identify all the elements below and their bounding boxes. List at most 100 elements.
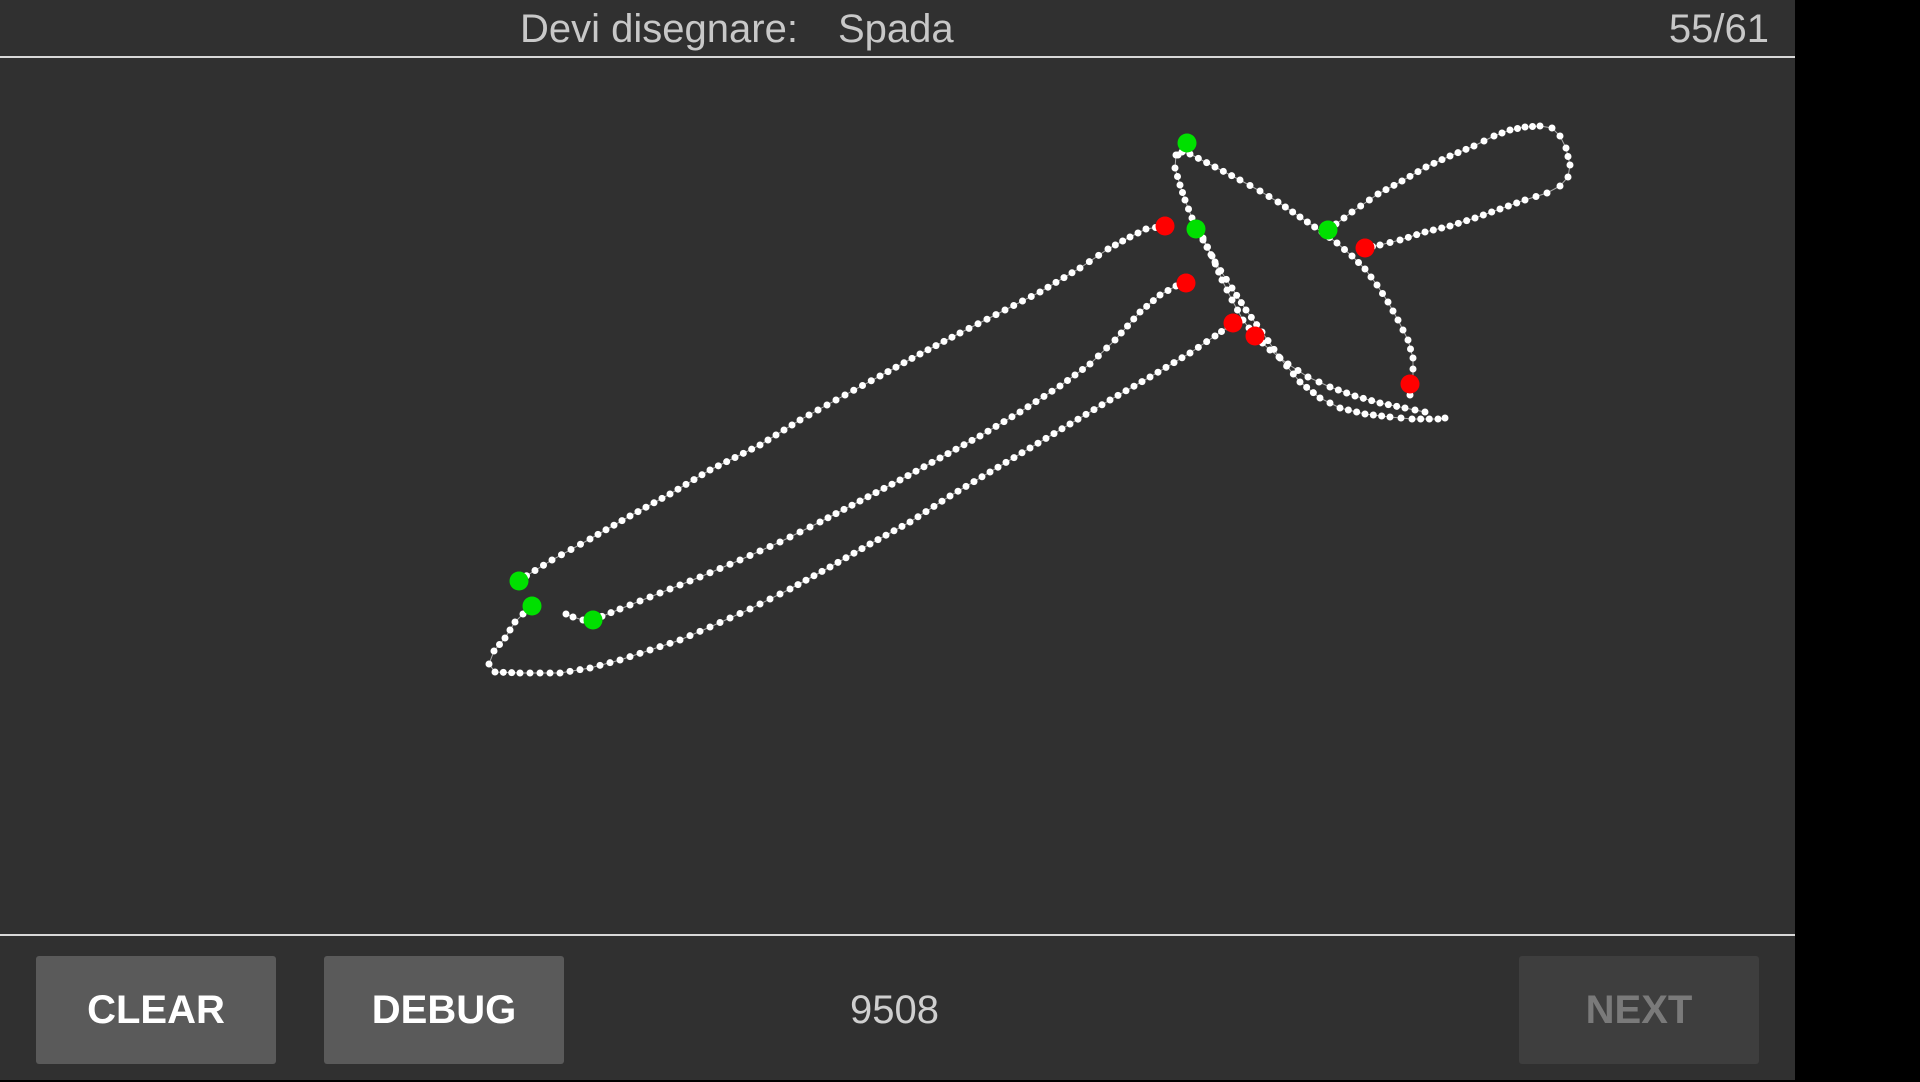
drawing-canvas[interactable]: [0, 58, 1795, 934]
stroke-point: [1052, 278, 1060, 286]
stroke-point: [1536, 122, 1544, 130]
stroke-point: [1188, 214, 1196, 222]
stroke-point: [1117, 329, 1125, 337]
stroke-point: [1294, 367, 1302, 374]
stroke-point: [1296, 213, 1304, 221]
stroke-point: [634, 508, 642, 516]
stroke-point: [496, 641, 503, 648]
stroke-point: [726, 560, 734, 568]
stroke-point: [586, 535, 594, 543]
stroke-point: [646, 593, 654, 601]
stroke-point: [1367, 273, 1375, 281]
stroke-point: [696, 627, 704, 635]
stroke-point: [1138, 378, 1146, 386]
stroke-point: [508, 669, 516, 677]
stroke-point: [1211, 260, 1219, 268]
stroke-point: [1034, 439, 1042, 447]
stroke-point: [968, 436, 976, 444]
stroke-point: [1124, 322, 1131, 330]
stroke-point: [1211, 163, 1219, 171]
stroke-point: [1024, 403, 1032, 411]
stroke-point: [731, 454, 739, 461]
stroke-point: [674, 485, 682, 493]
stroke-point: [992, 422, 1000, 430]
stroke-point: [856, 497, 864, 505]
stroke-point: [756, 441, 764, 449]
stroke-point: [1247, 313, 1255, 321]
stroke-point: [1142, 225, 1150, 233]
stroke-point: [1396, 236, 1404, 244]
stroke-point: [816, 518, 824, 526]
stroke-point: [1333, 239, 1341, 247]
stroke-point: [1056, 382, 1064, 390]
stroke-point: [1181, 196, 1189, 204]
stroke-point: [1379, 290, 1386, 297]
stroke-point: [1130, 382, 1138, 390]
stroke-point: [586, 664, 594, 672]
stroke-point: [1228, 172, 1236, 180]
stroke-point: [1233, 291, 1241, 299]
clear-button[interactable]: CLEAR: [36, 956, 276, 1064]
stroke-point: [1208, 252, 1216, 260]
stroke-point: [880, 484, 888, 492]
stroke-point: [1399, 326, 1407, 334]
stroke-point: [874, 536, 882, 544]
stroke-start-marker: [522, 596, 542, 616]
stroke-point: [912, 467, 920, 475]
stroke-point: [1143, 302, 1151, 310]
stroke-point: [723, 458, 731, 466]
stroke-point: [954, 487, 962, 495]
stroke-path: [485, 323, 1232, 677]
stroke-point: [618, 517, 626, 525]
stroke-point: [1122, 387, 1130, 395]
stroke-point: [531, 567, 539, 574]
stroke-point: [1026, 444, 1034, 452]
stroke-point: [1529, 123, 1536, 130]
stroke-point: [1355, 259, 1362, 266]
stroke-point: [716, 619, 724, 626]
stroke-point: [616, 656, 624, 664]
stroke-point: [818, 567, 826, 575]
stroke-point: [746, 552, 754, 559]
stroke-point: [1386, 239, 1394, 246]
stroke-point: [1076, 264, 1084, 272]
stroke-point: [1296, 378, 1304, 386]
stroke-point: [656, 589, 664, 597]
stroke-point: [726, 614, 734, 622]
stroke-point: [1488, 208, 1496, 216]
stroke-end-marker: [1355, 238, 1375, 258]
stroke-point: [802, 576, 810, 584]
stroke-point: [1463, 217, 1471, 225]
stroke-point: [716, 565, 724, 572]
stroke-point: [656, 643, 664, 651]
stroke-point: [567, 546, 575, 553]
stroke-point: [766, 595, 774, 603]
stroke-point: [1050, 430, 1058, 438]
stroke-point: [576, 666, 584, 674]
debug-button[interactable]: DEBUG: [324, 956, 564, 1064]
stroke-point: [1521, 196, 1529, 204]
stroke-point: [896, 476, 904, 484]
stroke-point: [506, 626, 514, 634]
stroke-point: [1438, 156, 1446, 164]
stroke-point: [1340, 214, 1348, 222]
stroke-point: [1095, 251, 1103, 259]
stroke-point: [1040, 392, 1048, 400]
stroke-point: [1361, 410, 1369, 418]
stroke-point: [548, 556, 556, 564]
next-button[interactable]: NEXT: [1519, 956, 1759, 1064]
stroke-point: [1234, 306, 1241, 314]
stroke-point: [594, 530, 602, 538]
stroke-point: [850, 549, 858, 557]
stroke-point: [1480, 137, 1488, 145]
stroke-point: [834, 558, 842, 566]
stroke-point: [562, 610, 570, 618]
stroke-point: [936, 454, 944, 462]
stroke-point: [1543, 189, 1551, 197]
stroke-point: [666, 585, 674, 593]
stroke-point: [706, 569, 714, 577]
stroke-point: [772, 431, 780, 439]
stroke-point: [796, 528, 804, 536]
stroke-point: [1044, 283, 1052, 291]
stroke-point: [960, 441, 968, 449]
